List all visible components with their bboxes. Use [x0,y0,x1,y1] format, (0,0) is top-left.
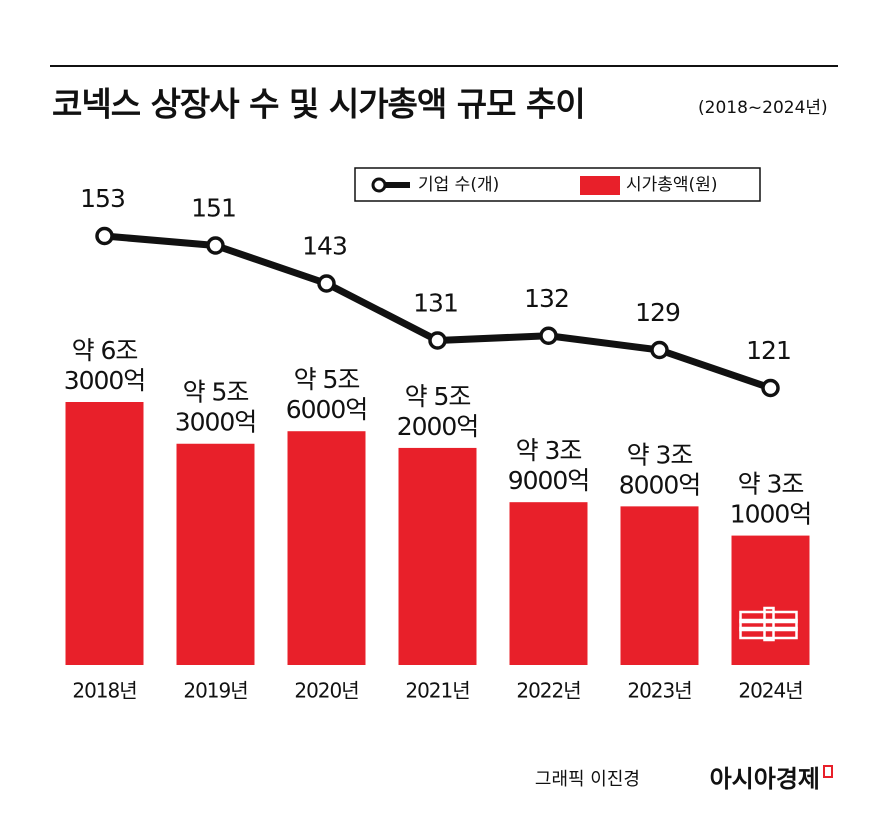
line-point [206,236,225,255]
value-label: 151 [191,194,236,223]
icon-bill [739,618,798,632]
chart-title: 코넥스 상장사 수 및 시가총액 규모 추이 [52,85,585,124]
value-label: 121 [746,336,791,365]
line-point [650,340,669,360]
value-label: 143 [302,232,347,261]
value-label: 8000억 [619,470,701,499]
x-tick-label: 2022년 [516,679,580,703]
value-label: 약 3조 [738,470,804,499]
line-point [539,326,558,345]
line-point [761,378,780,398]
value-label: 1000억 [730,500,812,529]
value-label: 약 3조 [627,440,693,469]
chart-subtitle: (2018~2024년) [698,98,828,118]
value-label: 약 5조 [183,378,249,407]
x-tick-label: 2023년 [627,679,691,703]
bar [509,502,588,665]
value-label: 132 [524,284,569,313]
legend-label: 기업 수(개) [418,175,499,195]
x-tick-label: 2024년 [738,679,802,703]
legend-bar-swatch [580,176,620,195]
bar [398,447,477,665]
value-label: 131 [413,289,458,318]
x-tick-label: 2019년 [183,679,247,703]
bar [731,535,810,665]
value-label: 129 [635,298,680,327]
x-tick-label: 2021년 [405,679,469,703]
value-label: 약 5조 [405,382,471,411]
bar [287,431,366,665]
value-label: 3000억 [175,408,257,437]
legend-label: 시가총액(원) [626,175,717,195]
line-point [317,274,336,293]
bar [65,402,144,665]
value-label: 약 5조 [294,365,360,394]
brand-mark [823,765,833,778]
x-tick-label: 2020년 [294,679,358,703]
value-label: 6000억 [286,395,368,424]
value-label: 약 3조 [516,436,582,465]
line-point [428,331,447,350]
bar [620,506,699,665]
legend-box [354,167,761,202]
icon-bill [739,610,798,624]
line-point [95,226,114,246]
legend-line-marker [371,177,387,193]
value-label: 153 [80,184,125,213]
x-tick-label: 2018년 [72,679,136,703]
value-label: 2000억 [397,412,479,441]
value-label: 9000억 [508,466,590,495]
value-label: 3000억 [64,366,146,395]
credit: 그래픽 이진경 [535,769,640,790]
value-label: 약 6조 [72,336,138,365]
icon-bill [739,626,798,640]
icon-band [763,606,775,642]
bar [176,443,255,665]
source: 아시아경제 [710,765,820,793]
